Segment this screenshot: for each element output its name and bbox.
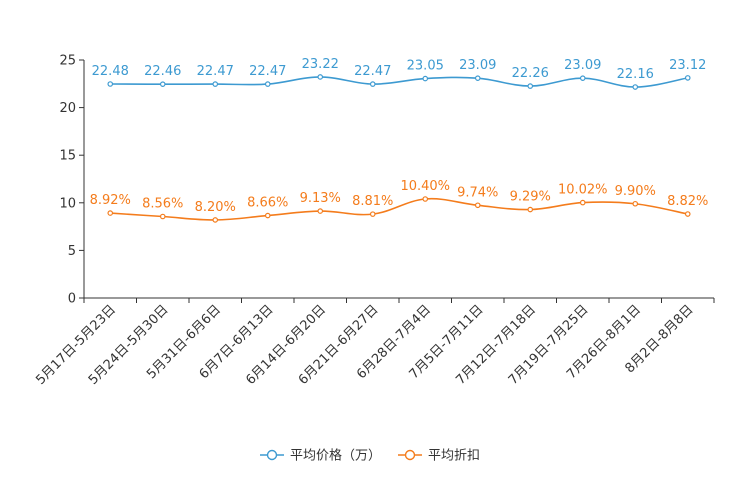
data-point[interactable]	[684, 75, 691, 81]
data-label: 8.92%	[90, 193, 131, 208]
data-point[interactable]	[369, 81, 376, 87]
data-point[interactable]	[159, 213, 166, 220]
data-label: 22.46	[144, 64, 181, 79]
data-point[interactable]	[527, 206, 534, 213]
data-label: 23.22	[302, 57, 339, 72]
y-tick-label: 0	[68, 292, 76, 307]
data-point[interactable]	[212, 217, 219, 223]
data-point[interactable]	[212, 81, 219, 87]
series-line	[110, 197, 688, 221]
legend-label: 平均价格（万）	[290, 448, 381, 464]
series-layer: 22.48 22.46 22.47 22.47 23.22 22.47 23.05 23.09…	[90, 57, 708, 223]
data-label: 22.16	[617, 67, 654, 82]
data-point[interactable]	[632, 84, 639, 90]
y-tick-label: 15	[59, 149, 76, 164]
data-point[interactable]	[159, 81, 166, 87]
data-label: 9.13%	[300, 191, 341, 206]
data-point[interactable]	[422, 196, 429, 202]
data-label: 8.56%	[142, 197, 183, 212]
data-point[interactable]	[422, 75, 429, 82]
legend-label: 平均折扣	[428, 449, 480, 464]
data-label: 9.90%	[615, 184, 656, 199]
data-point[interactable]	[317, 208, 324, 214]
legend-item-1[interactable]: 平均折扣	[398, 449, 480, 464]
y-tick-label: 20	[59, 101, 76, 116]
data-label: 22.26	[512, 66, 549, 81]
legend-marker-icon	[266, 449, 278, 461]
data-point[interactable]	[579, 199, 586, 206]
data-point[interactable]	[527, 83, 534, 89]
data-point[interactable]	[632, 200, 639, 207]
data-point[interactable]	[107, 210, 114, 216]
data-point[interactable]	[474, 75, 481, 81]
data-point[interactable]	[264, 81, 271, 87]
y-tick-label: 25	[59, 54, 76, 69]
y-tick-label: 5	[68, 244, 76, 259]
data-label: 8.82%	[667, 194, 708, 209]
data-point[interactable]	[579, 75, 586, 81]
data-label: 22.47	[354, 64, 391, 79]
data-label: 22.48	[92, 64, 129, 79]
legend-marker-icon	[404, 449, 416, 461]
data-label: 23.09	[564, 58, 601, 73]
data-label: 10.02%	[558, 183, 608, 198]
data-label: 8.81%	[352, 194, 393, 209]
data-label: 23.12	[669, 58, 706, 73]
data-label: 8.20%	[195, 200, 236, 215]
series-0: 22.48 22.46 22.47 22.47 23.22 22.47 23.05 23.09…	[92, 57, 706, 90]
data-label: 9.74%	[457, 185, 498, 200]
legend-item-0[interactable]: 平均价格（万）	[260, 448, 381, 464]
data-point[interactable]	[369, 211, 376, 217]
axes: 05101520255月17日-5月23日5月24日-5月30日5月31日-6月…	[33, 54, 715, 388]
data-label: 22.47	[249, 64, 286, 79]
data-label: 22.47	[197, 64, 234, 79]
data-point[interactable]	[264, 212, 271, 219]
data-point[interactable]	[684, 211, 691, 217]
data-label: 23.05	[407, 59, 444, 74]
series-1: 8.92% 8.56% 8.20% 8.66% 9.13% 8.81% 10.40% 9.74…	[90, 179, 708, 223]
data-label: 10.40%	[400, 179, 450, 194]
data-label: 23.09	[459, 58, 496, 73]
data-point[interactable]	[317, 74, 324, 80]
y-tick-label: 10	[59, 196, 76, 211]
legend[interactable]: 平均价格（万） 平均折扣	[260, 448, 480, 464]
data-point[interactable]	[107, 81, 114, 87]
data-label: 8.66%	[247, 196, 288, 211]
data-point[interactable]	[474, 202, 481, 209]
series-line	[110, 76, 688, 88]
data-label: 9.29%	[510, 190, 551, 205]
